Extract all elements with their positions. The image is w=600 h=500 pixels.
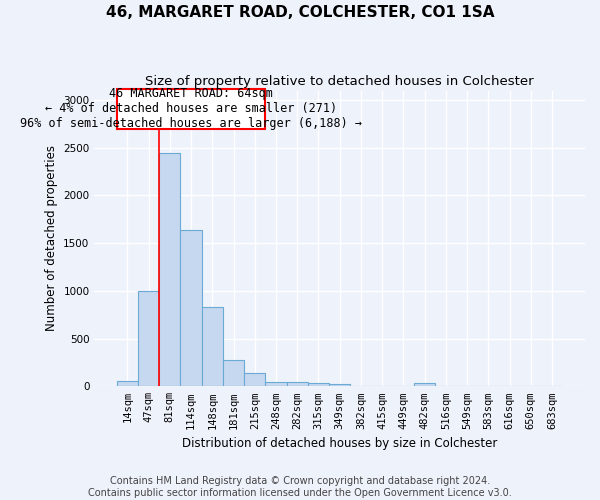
Bar <box>414 384 435 386</box>
Bar <box>181 230 202 386</box>
Bar <box>308 383 329 386</box>
Title: Size of property relative to detached houses in Colchester: Size of property relative to detached ho… <box>145 75 534 88</box>
Bar <box>117 380 138 386</box>
Bar <box>159 152 181 386</box>
Bar <box>265 382 287 386</box>
Text: Contains HM Land Registry data © Crown copyright and database right 2024.
Contai: Contains HM Land Registry data © Crown c… <box>88 476 512 498</box>
Bar <box>244 373 265 386</box>
Text: 46 MARGARET ROAD: 64sqm
← 4% of detached houses are smaller (271)
96% of semi-de: 46 MARGARET ROAD: 64sqm ← 4% of detached… <box>20 87 362 130</box>
Y-axis label: Number of detached properties: Number of detached properties <box>45 146 58 332</box>
Bar <box>202 307 223 386</box>
Bar <box>138 291 159 386</box>
Bar <box>223 360 244 386</box>
X-axis label: Distribution of detached houses by size in Colchester: Distribution of detached houses by size … <box>182 437 497 450</box>
Bar <box>287 382 308 386</box>
FancyBboxPatch shape <box>117 88 265 128</box>
Text: 46, MARGARET ROAD, COLCHESTER, CO1 1SA: 46, MARGARET ROAD, COLCHESTER, CO1 1SA <box>106 5 494 20</box>
Bar <box>329 384 350 386</box>
